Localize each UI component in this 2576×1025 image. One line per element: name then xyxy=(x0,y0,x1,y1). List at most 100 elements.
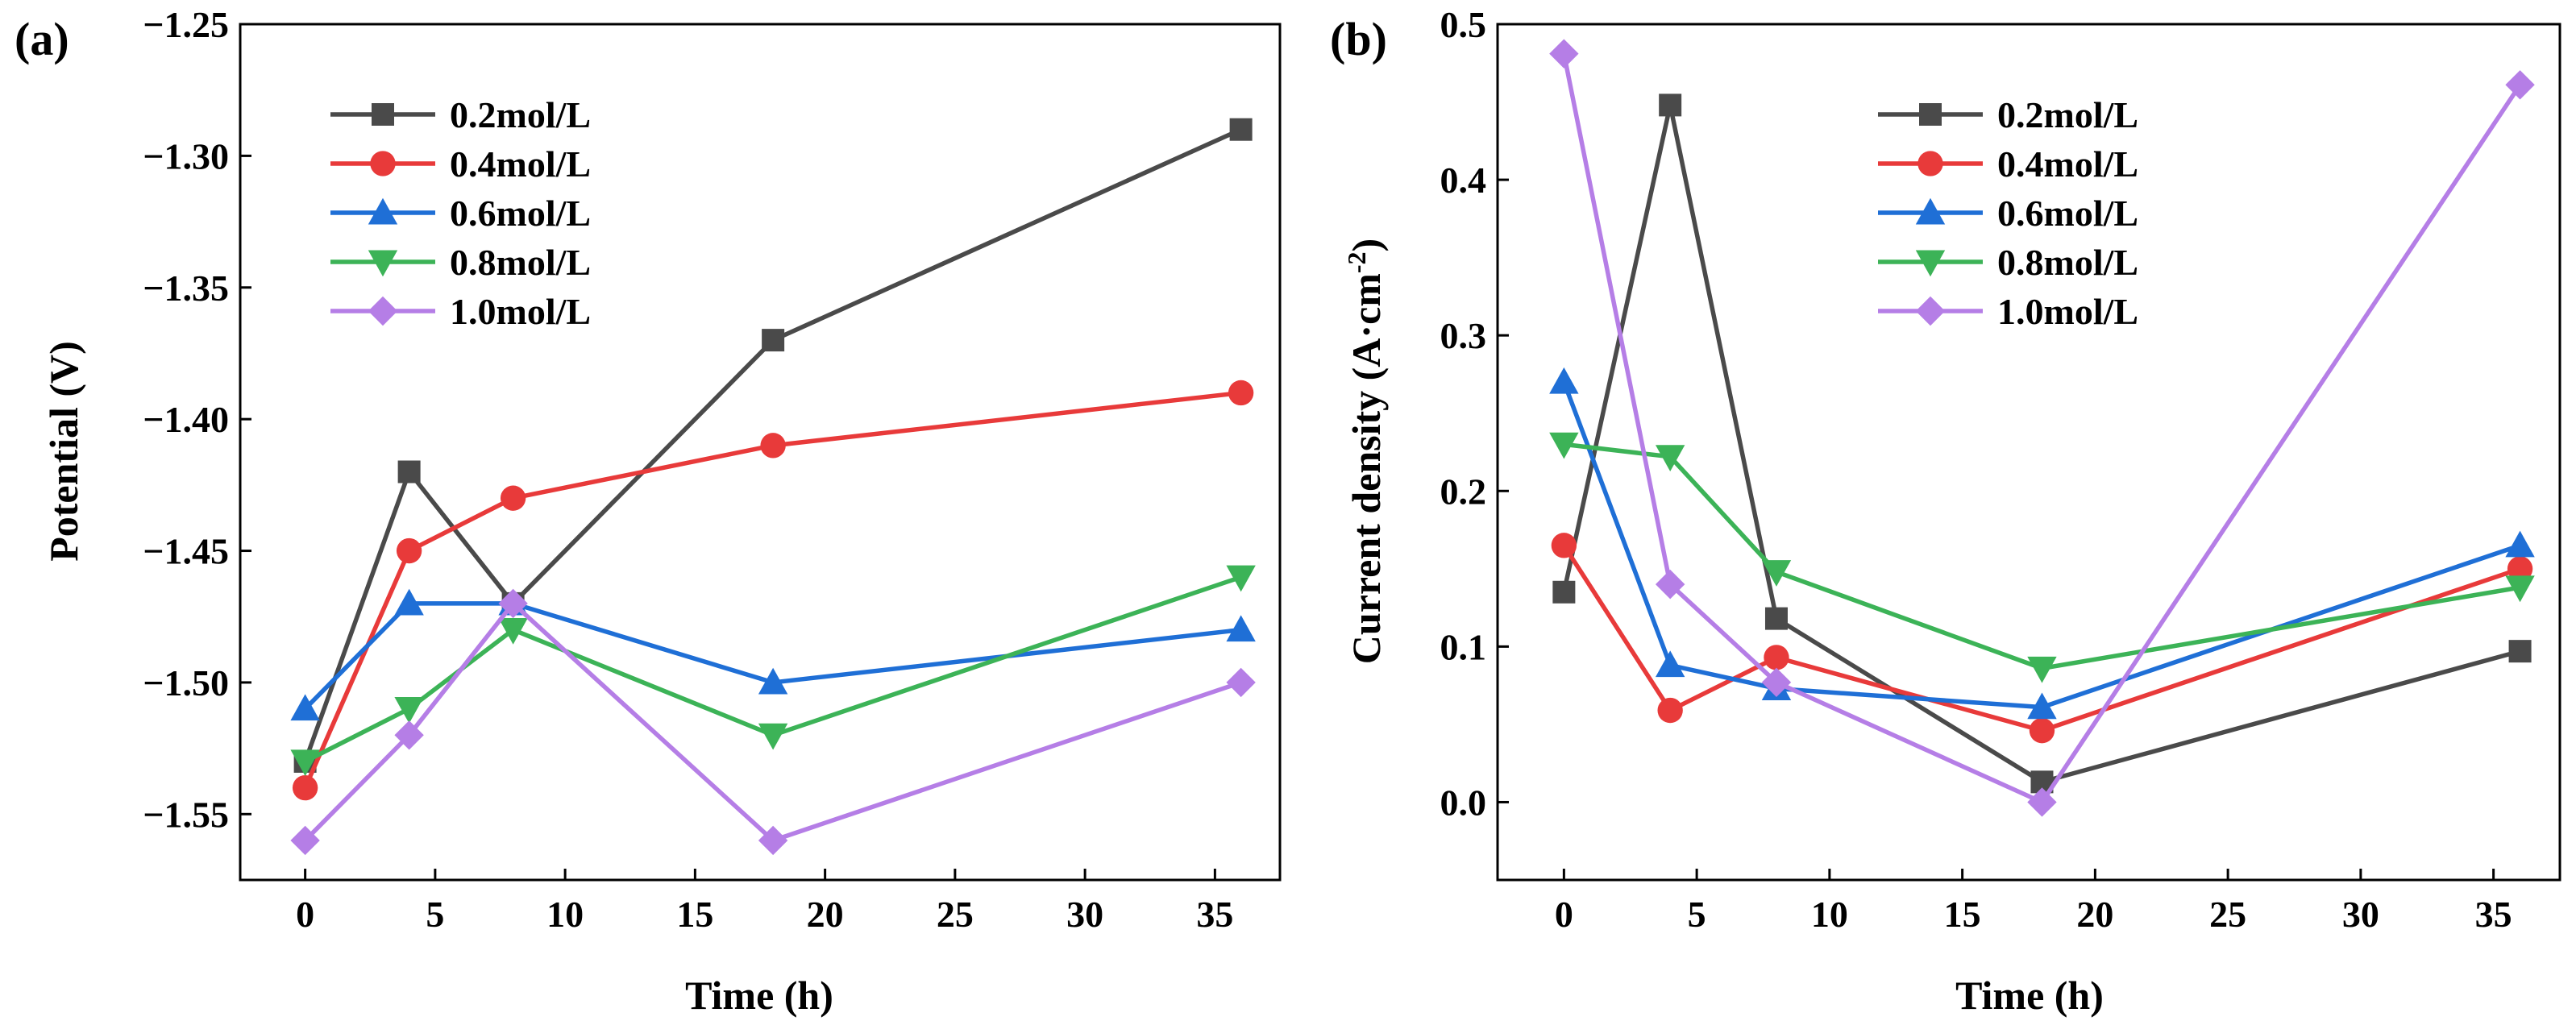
panel-b-x-axis-title: Time (h) xyxy=(1955,973,2104,1018)
panel-a-y-tick-label: −1.35 xyxy=(143,268,229,309)
panel-a-legend-item-06moll: 0.6mol/L xyxy=(330,193,591,234)
panel-a-x-tick-label: 10 xyxy=(546,894,584,935)
panel-b-data-point-08moll xyxy=(1761,560,1792,587)
panel-a-data-point-08moll xyxy=(290,749,320,777)
panel-b-y-axis-title-end: ) xyxy=(1344,239,1389,252)
panel-a-legend-swatch-marker xyxy=(372,103,394,126)
panel-a-data-point-06moll xyxy=(290,694,320,721)
panel-b-legend-item-02moll: 0.2mol/L xyxy=(1878,94,2138,135)
panel-b-data-point-06moll xyxy=(1549,367,1579,394)
panel-a-series-10moll xyxy=(290,588,1256,856)
panel-b-data-point-04moll xyxy=(1657,697,1683,724)
panel-a-y-tick-label: −1.50 xyxy=(143,662,229,703)
panel-b-y-tick-label: 0.0 xyxy=(1440,782,1487,823)
panel-a-legend-item-08moll: 0.8mol/L xyxy=(330,242,591,283)
panel-b-data-point-10moll xyxy=(1549,39,1579,68)
panel-b-legend-label: 0.8mol/L xyxy=(1997,242,2138,283)
panel-b-x-tick-label: 15 xyxy=(1944,894,1981,935)
panel-a-data-point-08moll xyxy=(758,723,788,750)
panel-b-data-point-08moll xyxy=(2505,575,2535,603)
panel-a-legend-swatch-marker xyxy=(368,296,398,326)
panel-b-data-point-04moll xyxy=(1551,533,1577,558)
panel-a-data-point-04moll xyxy=(500,485,526,511)
panel-a-data-point-10moll xyxy=(290,825,320,856)
panel-b-y-tick-label: 0.5 xyxy=(1440,4,1487,45)
panel-b-data-point-08moll xyxy=(1549,432,1579,459)
panel-a-data-point-02moll xyxy=(762,329,785,352)
panel-a-data-point-10moll xyxy=(758,825,788,856)
panel-a-plot-frame xyxy=(239,23,1282,882)
panel-a-legend-label: 0.6mol/L xyxy=(450,193,591,234)
panel-a-series-line-10moll xyxy=(303,601,1242,843)
panel-b-legend-swatch-marker xyxy=(1915,296,1946,326)
panel-b-x-tick-label: 10 xyxy=(1811,894,1848,935)
panel-b-x-tick-label: 35 xyxy=(2475,894,2512,935)
panel-b-x-tick-label: 5 xyxy=(1688,894,1706,935)
panel-a-legend-swatch-marker xyxy=(368,250,398,277)
panel-a-y-tick-label: −1.40 xyxy=(143,399,229,440)
panel-b-data-point-02moll xyxy=(1764,607,1788,630)
panel-b-legend-swatch-marker xyxy=(1915,250,1946,277)
panel-b-x-tick-label: 25 xyxy=(2209,894,2246,935)
panel-a-data-point-06moll xyxy=(1226,615,1256,642)
panel-b-data-point-08moll xyxy=(1655,445,1685,471)
panel-a-x-tick-label: 25 xyxy=(937,894,974,935)
panel-a-x-tick-label: 35 xyxy=(1196,894,1233,935)
panel-a-data-point-02moll xyxy=(1229,118,1253,141)
panel-a-y-tick-label: −1.25 xyxy=(143,4,229,45)
panel-b-data-point-04moll xyxy=(2029,717,2055,744)
panel-b-y-axis-title-superscript: -2 xyxy=(1342,251,1371,273)
panel-b-legend-swatch-marker xyxy=(1917,151,1943,176)
panel-b-legend-label: 0.4mol/L xyxy=(1997,143,2138,185)
panel-b-legend-item-10moll: 1.0mol/L xyxy=(1878,291,2138,332)
panel-a-series-08moll xyxy=(290,565,1256,777)
panel-b-legend-label: 0.6mol/L xyxy=(1997,193,2138,234)
panel-a-legend-item-04moll: 0.4mol/L xyxy=(330,143,591,185)
panel-a-legend-label: 0.8mol/L xyxy=(450,242,591,283)
panel-a-data-point-04moll xyxy=(1228,380,1254,406)
panel-b-y-tick-label: 0.3 xyxy=(1440,315,1487,356)
panel-a-data-point-08moll xyxy=(1226,565,1256,592)
panel-a-x-tick-label: 30 xyxy=(1066,894,1103,935)
panel-b-series-08moll xyxy=(1549,432,2535,683)
panel-a-data-point-10moll xyxy=(394,720,424,750)
panel-a-data-point-08moll xyxy=(394,697,424,724)
panel-a-x-tick-label: 15 xyxy=(676,894,713,935)
panel-a-y-tick-label: −1.55 xyxy=(143,794,229,835)
panel-a-x-tick-label: 0 xyxy=(296,894,314,935)
panel-a-data-point-04moll xyxy=(396,537,422,564)
panel-a-x-tick-label: 20 xyxy=(807,894,844,935)
panel-b-label: (b) xyxy=(1330,13,1387,65)
panel-b-plot-frame xyxy=(1496,23,2561,882)
panel-a-y-tick-label: −1.30 xyxy=(143,135,229,176)
panel-b-legend-swatch-marker xyxy=(1919,103,1942,126)
panel-b-series-10moll xyxy=(1549,39,2535,817)
panel-a-data-point-10moll xyxy=(1226,667,1256,698)
panel-a-data-point-04moll xyxy=(292,774,318,801)
panel-b-current-density-chart: (b) Current density (A·cm-2) Time (h) 0 5… xyxy=(1330,4,2561,1018)
panel-b-legend-label: 0.2mol/L xyxy=(1997,94,2138,135)
panel-a-data-point-02moll xyxy=(397,460,421,483)
panel-b-data-point-06moll xyxy=(2505,530,2535,558)
panel-b-series-line-08moll xyxy=(1564,442,2521,671)
panel-a-legend-swatch-marker xyxy=(370,151,396,176)
panel-b-data-point-06moll xyxy=(1655,650,1685,678)
panel-a-data-point-06moll xyxy=(394,588,424,616)
panel-a-data-point-10moll xyxy=(498,588,528,619)
panel-b-y-tick-label: 0.4 xyxy=(1440,160,1487,201)
panel-a-legend-label: 0.4mol/L xyxy=(450,143,591,185)
panel-a-legend-label: 1.0mol/L xyxy=(450,291,591,332)
panel-a-legend-item-10moll: 1.0mol/L xyxy=(330,291,591,332)
panel-a-data-point-08moll xyxy=(498,618,528,645)
panel-a-label: (a) xyxy=(15,13,69,65)
panel-b-series-04moll xyxy=(1551,533,2533,744)
panel-b-data-point-04moll xyxy=(2507,556,2533,582)
panel-b-legend-item-06moll: 0.6mol/L xyxy=(1878,193,2138,234)
panel-b-y-tick-label: 0.2 xyxy=(1440,471,1487,512)
panel-b-data-point-08moll xyxy=(2027,656,2057,683)
panel-b-data-point-04moll xyxy=(1764,645,1789,670)
panel-b-x-tick-label: 30 xyxy=(2342,894,2379,935)
panel-b-data-point-02moll xyxy=(1659,93,1682,117)
panel-a-potential-chart: (a) Potential (V) Time (h) 0 5 10 15 20 25 30 3… xyxy=(15,4,1282,1018)
